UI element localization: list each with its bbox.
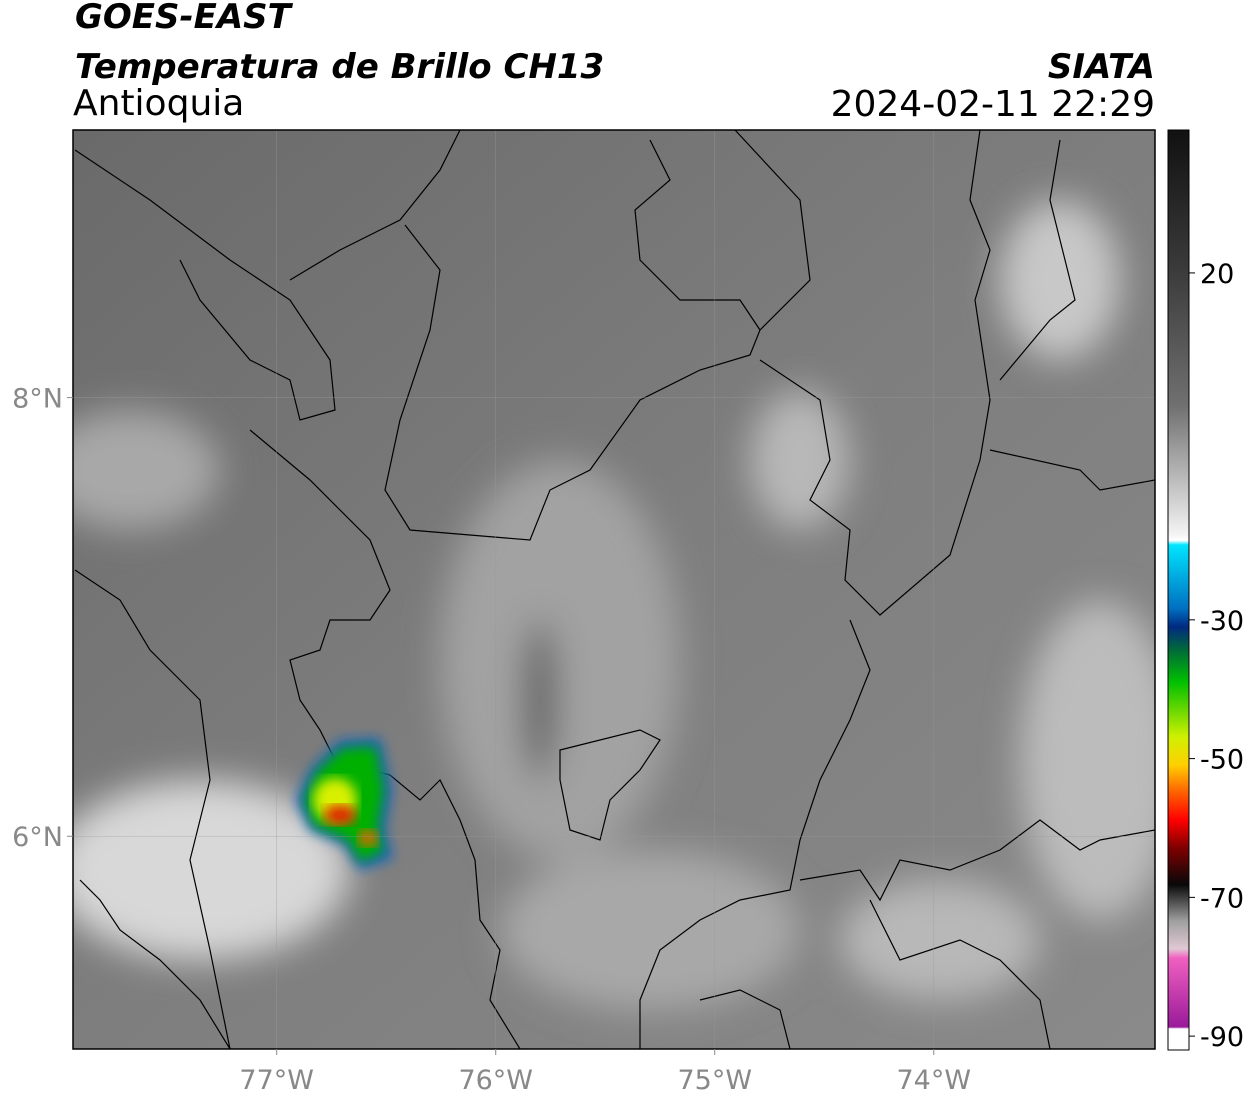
grid [73,130,1155,1049]
x-tick-label: 75°W [677,1065,752,1096]
x-tick-label: 74°W [897,1065,972,1096]
subtitle: Temperatura de Brillo CH13 [75,47,604,87]
clouds [73,200,1155,1010]
colorbar-tick-label: -30 [1200,606,1244,637]
colorbar-tick-label: -50 [1200,745,1244,776]
x-tick-label: 76°W [458,1065,533,1096]
datetime: 2024-02-11 22:29 [831,84,1155,125]
borders [74,130,1155,1049]
y-tick-label: 8°N [12,384,63,415]
colorbar-tick-label: -70 [1200,883,1244,914]
colorbar-tick-label: -90 [1200,1022,1244,1053]
colorbar [1167,129,1190,1051]
x-tick-label: 77°W [239,1065,314,1096]
colorbar-tick-label: 20 [1200,259,1234,290]
y-tick-label: 6°N [12,822,63,853]
storm [296,738,393,870]
map-frame [72,129,1156,1050]
source: SIATA [1048,47,1155,87]
region: Antioquia [73,83,244,124]
title: GOES-EAST [75,0,294,37]
map [73,130,1155,1049]
